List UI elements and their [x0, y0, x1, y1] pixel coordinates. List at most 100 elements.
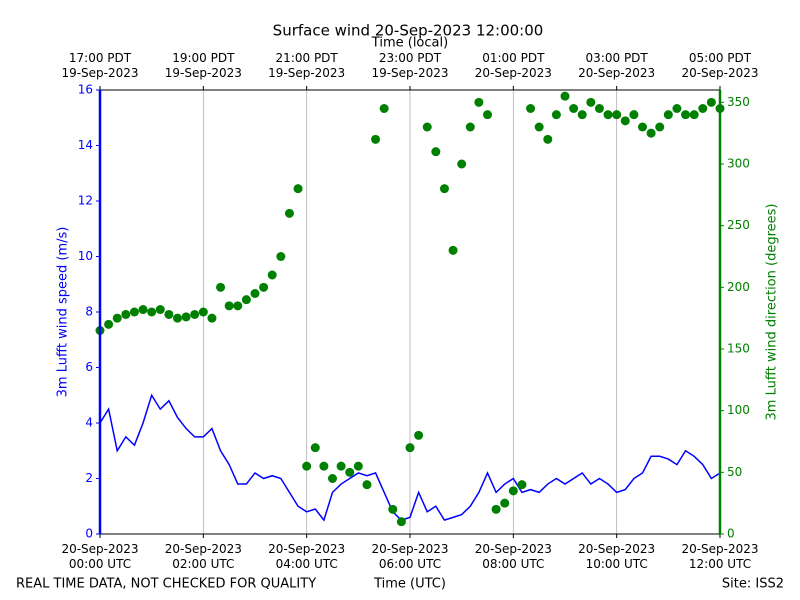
direction-point — [577, 110, 587, 120]
direction-point — [147, 307, 157, 317]
direction-point — [594, 104, 604, 113]
direction-point — [302, 461, 312, 471]
direction-point — [569, 104, 579, 113]
direction-point — [388, 504, 398, 514]
direction-point — [586, 97, 596, 107]
y-tick-label: 10 — [78, 249, 93, 263]
direction-point — [207, 313, 217, 323]
x-tick-label: 20-Sep-2023 00:00 UTC — [61, 542, 139, 571]
footer-site: Site: ISS2 — [722, 577, 784, 592]
direction-point — [405, 443, 415, 453]
speed-line — [99, 393, 721, 522]
x2-tick-label: 19:00 PDT 19-Sep-2023 — [164, 51, 242, 80]
direction-point — [241, 295, 251, 305]
direction-point — [620, 116, 630, 126]
direction-point — [276, 252, 286, 261]
direction-point — [112, 313, 122, 323]
x-tick-label: 20-Sep-2023 06:00 UTC — [371, 542, 449, 571]
direction-point — [465, 122, 475, 132]
direction-point — [379, 104, 389, 113]
direction-point — [267, 270, 277, 280]
direction-point — [233, 301, 243, 311]
direction-point — [483, 110, 492, 120]
direction-point — [663, 110, 673, 120]
direction-point — [698, 104, 708, 113]
direction-point — [612, 110, 622, 120]
y2-tick-label: 0 — [727, 527, 735, 541]
direction-point — [508, 486, 518, 496]
direction-point — [319, 461, 329, 471]
x2-tick-label: 17:00 PDT 19-Sep-2023 — [61, 51, 139, 80]
y-tick-label: 2 — [85, 471, 93, 485]
direction-point — [655, 122, 665, 132]
y2-tick-label: 350 — [727, 95, 750, 109]
direction-point — [371, 134, 381, 144]
y-tick-label: 12 — [78, 194, 93, 208]
y2-axis-label: 3m Lufft wind direction (degrees) — [765, 204, 780, 421]
direction-point — [526, 104, 536, 113]
direction-point — [164, 309, 174, 319]
x2-tick-label: 21:00 PDT 19-Sep-2023 — [268, 51, 346, 80]
direction-point — [414, 430, 424, 440]
direction-point — [293, 184, 303, 194]
y-tick-label: 8 — [85, 305, 93, 319]
direction-point — [362, 480, 372, 490]
y2-tick-label: 300 — [727, 157, 750, 171]
direction-point — [396, 517, 406, 527]
y-tick-label: 6 — [85, 360, 93, 374]
direction-point — [603, 110, 613, 120]
direction-point — [706, 97, 716, 107]
y-axis-label: 3m Lufft wind speed (m/s) — [56, 227, 71, 398]
direction-point — [448, 245, 458, 255]
direction-point — [431, 147, 441, 157]
footer-note: REAL TIME DATA, NOT CHECKED FOR QUALITY — [16, 577, 316, 592]
y-tick-label: 0 — [85, 527, 93, 541]
x-tick-label: 20-Sep-2023 10:00 UTC — [578, 542, 656, 571]
direction-point — [491, 504, 501, 514]
y2-tick-label: 250 — [727, 218, 750, 232]
direction-point — [500, 498, 510, 508]
direction-point — [190, 309, 200, 319]
y-tick-label: 14 — [78, 138, 93, 152]
x-tick-label: 20-Sep-2023 08:00 UTC — [474, 542, 552, 571]
direction-point — [129, 307, 139, 317]
direction-point — [310, 443, 320, 453]
y2-tick-label: 200 — [727, 280, 750, 294]
direction-point — [336, 461, 346, 471]
direction-point — [422, 122, 432, 132]
x2-tick-label: 01:00 PDT 20-Sep-2023 — [474, 51, 552, 80]
y2-tick-label: 150 — [727, 342, 750, 356]
direction-point — [173, 313, 182, 323]
x2-tick-label: 23:00 PDT 19-Sep-2023 — [371, 51, 449, 80]
direction-point — [534, 122, 544, 132]
direction-point — [646, 128, 656, 138]
direction-point — [250, 289, 260, 298]
chart-title: Surface wind 20-Sep-2023 12:00:00 — [273, 22, 544, 40]
direction-point — [457, 159, 467, 169]
direction-point — [689, 110, 699, 120]
direction-point — [353, 461, 363, 471]
x2-tick-label: 05:00 PDT 20-Sep-2023 — [681, 51, 759, 80]
direction-point — [121, 309, 131, 319]
direction-point — [629, 110, 639, 120]
direction-point — [474, 97, 484, 107]
direction-point — [672, 104, 682, 113]
direction-point — [543, 134, 553, 144]
x2-axis-label: Time (local) — [371, 36, 448, 51]
x2-tick-label: 03:00 PDT 20-Sep-2023 — [578, 51, 656, 80]
direction-point — [198, 307, 208, 317]
x-tick-label: 20-Sep-2023 12:00 UTC — [681, 542, 759, 571]
direction-point — [138, 305, 148, 315]
direction-point — [224, 301, 234, 311]
direction-point — [681, 110, 691, 120]
direction-point — [104, 319, 114, 329]
direction-point — [259, 282, 269, 292]
direction-point — [181, 312, 191, 322]
x-axis-label: Time (UTC) — [373, 577, 446, 592]
x-tick-label: 20-Sep-2023 04:00 UTC — [268, 542, 346, 571]
direction-point — [638, 122, 647, 132]
direction-point — [216, 282, 226, 292]
direction-point — [439, 184, 449, 194]
